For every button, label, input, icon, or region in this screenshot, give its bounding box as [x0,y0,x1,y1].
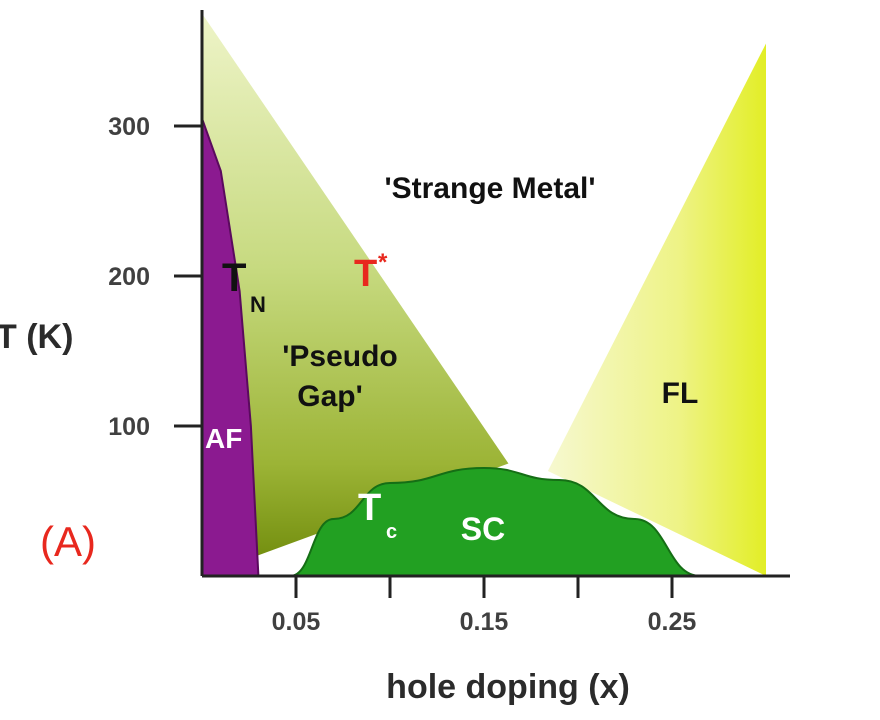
fermi-liquid-region [547,43,766,576]
x-tick-label: 0.05 [272,608,321,636]
x-tick-label: 0.15 [460,608,509,636]
x-tick-label: 0.25 [648,608,697,636]
tn-line [201,118,260,577]
pseudogap-region [202,13,509,576]
strange-metal-label: 'Strange Metal' [385,172,596,205]
tc-label-main: T [358,487,381,529]
tstar-label-main: T [354,253,377,295]
tn-label-sub: N [250,292,266,317]
y-axis-title: T (K) [0,318,73,356]
tstar-label-sup: * [378,249,388,276]
fermi-liquid-label: FL [662,377,699,410]
x-axis-title: hole doping (x) [386,668,630,706]
y-tick-label: 300 [108,113,150,141]
y-tick-label: 200 [108,263,150,291]
antiferromagnet-region [202,118,259,576]
phase-regions [201,13,766,577]
tc-label-sub: c [386,521,397,543]
tn-label-main: T [222,256,246,300]
sc-label: SC [461,511,505,547]
pseudo-gap-label-line1: 'Pseudo [282,340,398,373]
axes: 100 200 300 0.05 0.15 0.25 [108,10,790,636]
pseudo-gap-label-line2: Gap' [297,380,362,413]
superconductor-dome [290,466,701,577]
y-tick-label: 100 [108,413,150,441]
af-label: AF [205,423,242,454]
panel-label: (A) [40,518,96,565]
